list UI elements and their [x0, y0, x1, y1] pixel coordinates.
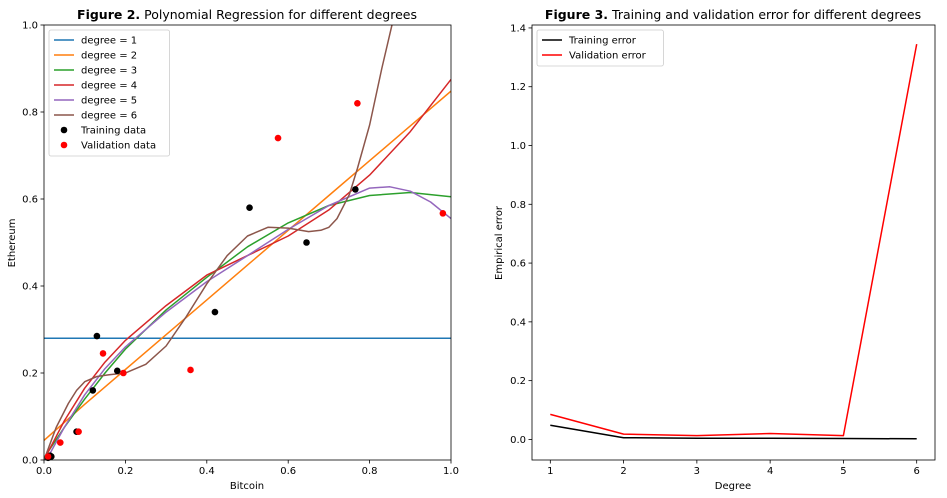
chart1-scatter-point-2	[354, 100, 361, 107]
chart1-xtick-label: 0.2	[117, 466, 133, 477]
chart1-scatter-point-2	[187, 366, 194, 374]
chart1-ylabel: Ethereum	[7, 219, 18, 268]
chart1-scatter-point-2	[439, 210, 447, 217]
chart2-ytick-label: 0.0	[510, 435, 526, 446]
chart1-scatter-point-2	[99, 350, 107, 357]
chart1-title: Figure 2. Polynomial Regression for diff…	[77, 7, 417, 22]
chart2-plot-frame	[531, 24, 936, 461]
chart1-legend-label: degree = 6	[81, 111, 137, 122]
chart2-ytick-label: 0.2	[510, 376, 526, 387]
chart2-xtick-label: 3	[694, 466, 700, 477]
chart1-scatter-point-1	[113, 367, 121, 375]
chart1-xtick-label: 0.6	[280, 466, 296, 477]
chart1-plot-area	[44, 25, 451, 460]
chart1-legend-label: degree = 5	[81, 96, 137, 107]
chart2-title: Figure 3. Training and validation error …	[545, 7, 921, 22]
chart1-plot-frame	[43, 24, 452, 461]
chart1-scatter-point-2	[56, 439, 64, 446]
chart1-scatter-point-1	[89, 387, 97, 394]
chart1-legend-marker	[60, 126, 68, 134]
chart1-ytick-label: 1.0	[22, 21, 38, 32]
chart2-ytick-label: 1.4	[510, 23, 526, 34]
chart2-legend: Training error Validation error	[536, 29, 664, 67]
chart2-legend-label: Training error	[568, 36, 637, 47]
chart1-legend-marker	[60, 141, 68, 149]
chart2-series-line-1	[550, 424, 917, 440]
chart1-legend: degree = 1 degree = 2 degree = 3 degree = 4…	[48, 29, 170, 157]
chart1-series-line-5	[45, 186, 451, 460]
chart2-title-prefix: Figure 3.	[545, 7, 608, 22]
chart1-legend-label: degree = 3	[81, 66, 137, 77]
chart2-xtick-label: 5	[840, 466, 846, 477]
chart1-legend-label: degree = 4	[81, 81, 137, 92]
chart1-series-line-4	[44, 78, 451, 460]
chart1-scatter-point-1	[246, 204, 253, 211]
chart1-title-prefix: Figure 2.	[77, 7, 140, 22]
chart2-xtick-label: 4	[767, 466, 773, 477]
chart1-legend-label: Training data	[80, 126, 146, 137]
chart1-xtick-label: 0.0	[36, 466, 52, 477]
chart1-legend-label: degree = 2	[81, 51, 137, 62]
chart1-ytick-label: 0.4	[22, 282, 38, 293]
chart2-ytick-label: 1.2	[510, 82, 526, 93]
chart2-ylabel: Empirical error	[494, 205, 505, 280]
chart-error: Figure 3. Training and validation error …	[494, 7, 936, 492]
chart1-legend-label: degree = 1	[81, 36, 137, 47]
chart1-scatter-point-1	[303, 239, 310, 246]
chart1-scatter-point-2	[274, 134, 282, 142]
chart2-ytick-label: 0.8	[510, 200, 526, 211]
chart1-xlabel: Bitcoin	[230, 481, 264, 492]
chart2-xlabel: Degree	[715, 481, 751, 492]
chart2-ytick-label: 0.4	[510, 317, 526, 328]
chart1-title-text: Polynomial Regression for different degr…	[144, 7, 417, 22]
chart1-xtick-label: 1.0	[443, 466, 459, 477]
chart2-series-line-2	[550, 43, 918, 437]
chart1-scatter-point-2	[120, 369, 127, 377]
chart2-xtick-label: 2	[620, 466, 626, 477]
chart2-ytick-label: 1.0	[510, 141, 526, 152]
chart1-scatter-point-1	[211, 308, 219, 316]
chart1-series-line-3	[44, 191, 451, 459]
chart1-scatter-point-2	[75, 428, 82, 436]
chart2-title-text: Training and validation error for differ…	[611, 7, 921, 22]
chart1-ytick-label: 0.8	[22, 108, 38, 119]
chart2-legend-label: Validation error	[569, 51, 647, 62]
chart1-ytick-label: 0.2	[22, 369, 38, 380]
chart1-ytick-label: 0.6	[22, 195, 38, 206]
chart2-xtick-label: 6	[913, 466, 919, 477]
chart1-legend-box	[48, 29, 170, 157]
chart1-scatter-point-2	[44, 453, 52, 460]
chart1-scatter-point-1	[93, 332, 101, 340]
chart1-ytick-label: 0.0	[22, 456, 38, 467]
chart1-scatter-point-1	[352, 186, 359, 193]
chart1-series-line-6	[44, 25, 393, 460]
chart-regression: Figure 2. Polynomial Regression for diff…	[7, 7, 459, 492]
chart2-xtick-label: 1	[547, 466, 553, 477]
chart1-xtick-label: 0.4	[199, 466, 215, 477]
chart1-legend-label: Validation data	[81, 141, 156, 152]
chart2-ytick-label: 0.6	[510, 259, 526, 270]
chart2-plot-area	[550, 43, 918, 440]
chart1-series-line-2	[44, 90, 451, 441]
chart2-legend-box	[536, 29, 664, 67]
chart1-xtick-label: 0.8	[362, 466, 378, 477]
